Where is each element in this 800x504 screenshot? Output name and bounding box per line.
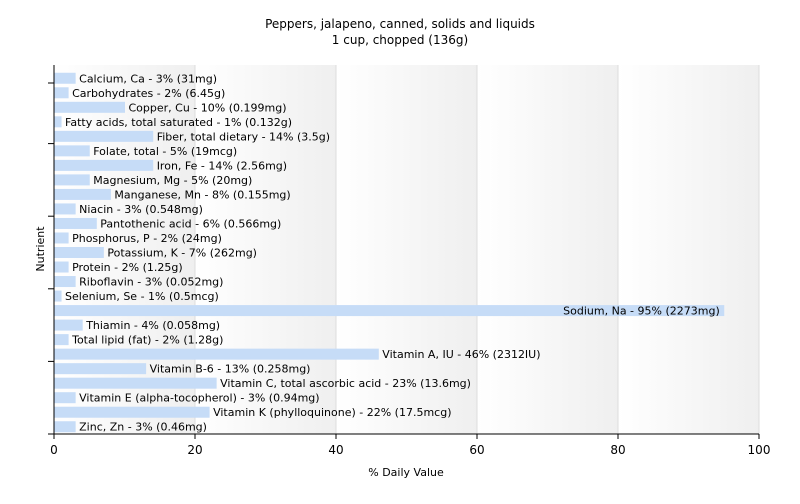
bar-series: [54, 72, 725, 433]
bar: [54, 290, 62, 302]
grid-lines: [194, 65, 760, 434]
bar: [54, 261, 69, 273]
bar: [54, 130, 154, 142]
x-tick-label: 80: [610, 443, 625, 457]
bar-label: Vitamin C, total ascorbic acid - 23% (13…: [220, 377, 471, 390]
bar-label: Phosphorus, P - 2% (24mg): [72, 232, 222, 245]
bar: [54, 116, 62, 128]
bar: [54, 87, 69, 99]
x-tick-label: 100: [748, 443, 771, 457]
bar: [54, 392, 76, 404]
x-tick-label: 60: [469, 443, 484, 457]
bar-label: Fatty acids, total saturated - 1% (0.132…: [65, 116, 292, 129]
bar-label: Protein - 2% (1.25g): [72, 261, 183, 274]
bar: [54, 247, 104, 258]
bar: [54, 232, 69, 244]
plot-background: [54, 65, 759, 434]
bar: [54, 159, 154, 171]
bar: [54, 217, 97, 229]
x-tick-label: 20: [187, 443, 202, 457]
bar: [54, 145, 90, 157]
x-axis-ticks: 0 20 40 60 80 100: [50, 434, 770, 457]
bar-label: Folate, total - 5% (19mcg): [93, 145, 237, 158]
bar-label: Manganese, Mn - 8% (0.155mg): [114, 188, 290, 201]
bar: [54, 305, 725, 317]
bar: [54, 421, 76, 433]
plot-band: [195, 65, 336, 434]
bar-label: Sodium, Na - 95% (2273mg): [563, 305, 720, 318]
plot-band: [618, 65, 759, 434]
bar-label: Vitamin B-6 - 13% (0.258mg): [150, 363, 311, 376]
x-tick-label: 40: [328, 443, 343, 457]
plot-band: [477, 65, 618, 434]
bar: [54, 276, 76, 288]
bar-labels: Calcium, Ca - 3% (31mg) Carbohydrates - 2…: [65, 72, 720, 433]
bar-label: Vitamin E (alpha-tocopherol) - 3% (0.94m…: [79, 392, 319, 405]
chart-subtitle: 1 cup, chopped (136g): [332, 33, 468, 47]
bar-label: Total lipid (fat) - 2% (1.28g): [71, 334, 223, 347]
chart-title: Peppers, jalapeno, canned, solids and li…: [265, 17, 535, 31]
axes: [48, 65, 759, 435]
bar-label: Calcium, Ca - 3% (31mg): [79, 72, 217, 85]
bar: [54, 348, 379, 360]
bar: [54, 363, 147, 375]
x-tick-label: 0: [50, 443, 58, 457]
bar-label: Riboflavin - 3% (0.052mg): [79, 276, 223, 289]
bar: [54, 406, 210, 418]
bar: [54, 101, 125, 113]
plot-band: [336, 65, 477, 434]
bar-label: Zinc, Zn - 3% (0.46mg): [79, 421, 207, 434]
bar-label: Thiamin - 4% (0.058mg): [85, 319, 220, 332]
bar-label: Copper, Cu - 10% (0.199mg): [129, 101, 287, 114]
bar: [54, 319, 83, 331]
bar-label: Selenium, Se - 1% (0.5mcg): [65, 290, 219, 303]
y-axis-label: Nutrient: [34, 226, 47, 272]
bar-label: Magnesium, Mg - 5% (20mg): [93, 174, 252, 187]
bar: [54, 174, 90, 186]
bar-label: Vitamin K (phylloquinone) - 22% (17.5mcg…: [213, 406, 451, 419]
bar-label: Fiber, total dietary - 14% (3.5g): [157, 130, 330, 143]
bar: [54, 188, 111, 200]
bar-label: Pantothenic acid - 6% (0.566mg): [100, 217, 281, 230]
bar-label: Iron, Fe - 14% (2.56mg): [157, 159, 287, 172]
bar-label: Niacin - 3% (0.548mg): [79, 203, 203, 216]
bar: [54, 203, 76, 215]
bar: [54, 72, 76, 84]
bar: [54, 377, 217, 389]
bar-label: Vitamin A, IU - 46% (2312IU): [382, 348, 540, 361]
x-axis-label: % Daily Value: [368, 466, 444, 479]
bar: [54, 334, 69, 346]
bar-label: Potassium, K - 7% (262mg): [107, 247, 257, 260]
bar-label: Carbohydrates - 2% (6.45g): [72, 87, 225, 100]
